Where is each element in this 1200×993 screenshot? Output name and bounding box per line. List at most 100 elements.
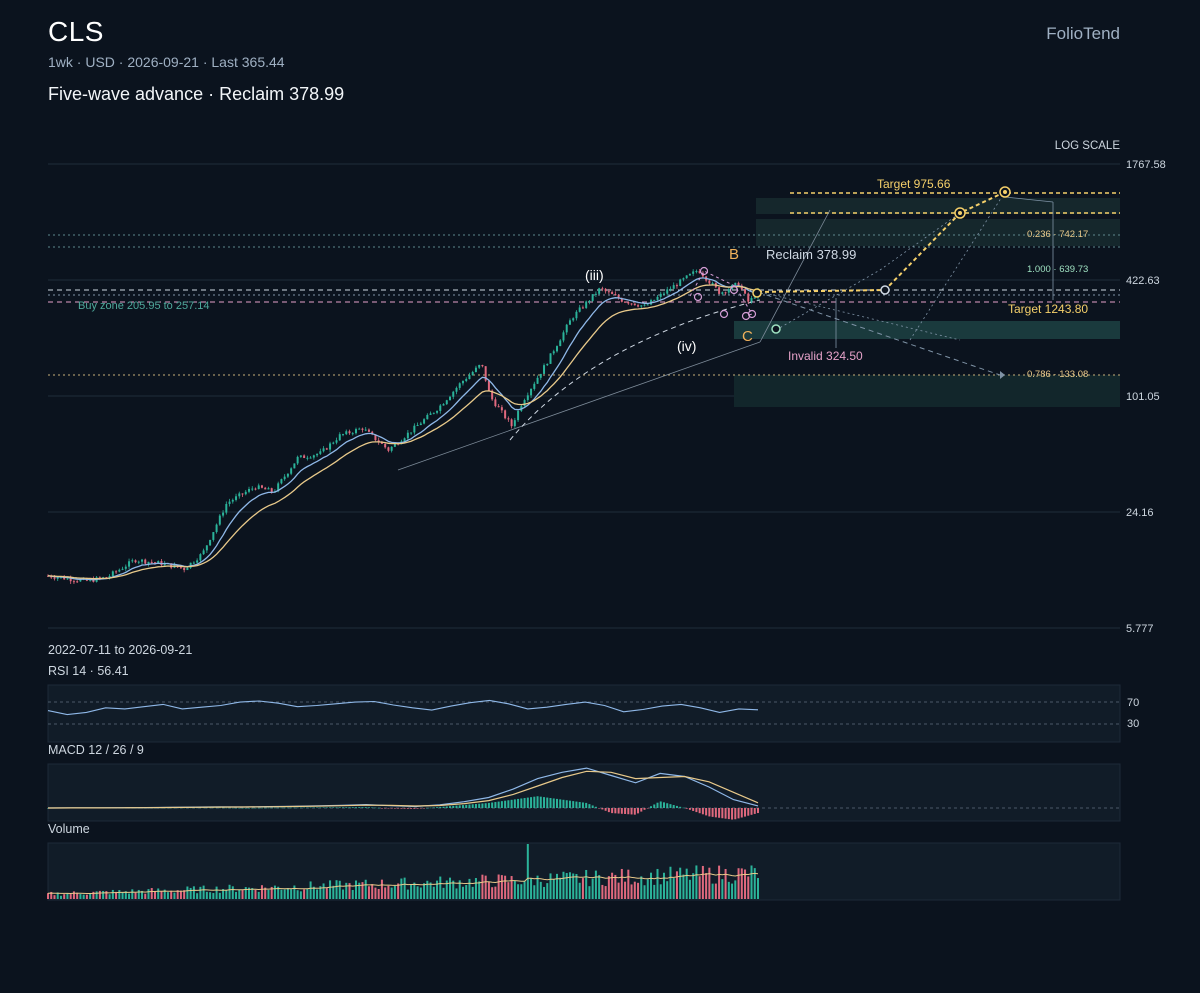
candle-body xyxy=(345,431,348,435)
volume-bar xyxy=(380,879,383,899)
volume-bar xyxy=(471,886,474,899)
volume-bar xyxy=(179,890,182,899)
candle-body xyxy=(627,302,630,304)
candle-body xyxy=(478,364,481,368)
macd-hist-bar xyxy=(491,802,494,808)
macd-hist-bar xyxy=(724,808,727,819)
candle-body xyxy=(212,532,215,540)
macd-hist-bar xyxy=(338,807,341,808)
volume-bar xyxy=(500,875,503,899)
macd-hist-bar xyxy=(500,801,503,808)
macd-hist-bar xyxy=(429,807,432,809)
bear-arrowhead xyxy=(1000,371,1005,379)
chart-meta: 1wk · USD · 2026-09-21 · Last 365.44 xyxy=(48,54,285,70)
candle-body xyxy=(196,560,199,563)
rsi-panel[interactable] xyxy=(47,684,1121,743)
volume-bar xyxy=(452,880,455,899)
candle-body xyxy=(299,455,302,457)
volume-bar xyxy=(484,875,487,899)
volume-bar xyxy=(319,886,322,899)
macd-hist-bar xyxy=(296,807,299,809)
volume-bar xyxy=(309,881,312,899)
volume-bar xyxy=(85,894,88,899)
candle-body xyxy=(66,578,69,580)
volume-bar xyxy=(46,893,50,899)
macd-hist-bar xyxy=(688,808,691,810)
candle-body xyxy=(429,413,432,415)
volume-bar xyxy=(714,883,717,899)
macd-hist-bar xyxy=(740,808,743,818)
macd-hist-bar xyxy=(630,808,633,815)
ma-slow-line xyxy=(47,284,759,580)
volume-panel[interactable] xyxy=(47,842,1121,901)
macd-hist-bar xyxy=(371,807,374,808)
macd-hist-bar xyxy=(591,805,594,808)
volume-bar xyxy=(98,890,101,899)
volume-bar xyxy=(653,884,656,899)
volume-bar xyxy=(244,887,247,899)
invalid-zone-box xyxy=(734,321,1120,339)
y-axis-ticks: 1767.58 422.63 101.05 24.16 5.777 xyxy=(1126,159,1166,635)
macd-hist-bar xyxy=(436,807,439,808)
wave-label-iii: (iii) xyxy=(585,267,604,283)
candle-body xyxy=(581,307,584,309)
macd-hist-bar xyxy=(361,807,364,808)
macd-hist-bar xyxy=(701,808,704,815)
candle-body xyxy=(727,289,730,293)
candle-body xyxy=(575,311,578,319)
candle-body xyxy=(329,443,332,450)
volume-bar xyxy=(134,892,137,899)
macd-hist-bar xyxy=(546,797,549,808)
volume-bar xyxy=(539,881,542,899)
macd-hist-bar xyxy=(494,802,497,808)
candle-body xyxy=(555,346,558,352)
candle-body xyxy=(737,282,740,286)
volume-bar xyxy=(299,891,302,899)
macd-hist-bar xyxy=(533,796,536,808)
candle-body xyxy=(319,451,322,454)
candle-body xyxy=(231,499,234,502)
candle-body xyxy=(354,429,357,434)
macd-hist-bar xyxy=(264,807,267,809)
candle-body xyxy=(153,562,156,564)
macd-hist-bar xyxy=(458,805,461,808)
candle-body xyxy=(500,407,503,411)
volume-bar xyxy=(675,871,678,899)
candle-body xyxy=(218,515,221,525)
candle-body xyxy=(471,371,474,376)
target-zone-box xyxy=(756,198,1120,214)
macd-hist-bar xyxy=(568,800,571,808)
macd-hist-bar xyxy=(633,808,636,815)
macd-panel[interactable] xyxy=(47,763,1121,822)
candle-body xyxy=(338,434,341,441)
candle-body xyxy=(141,559,144,562)
candle-body xyxy=(157,561,160,563)
candle-body xyxy=(474,367,477,372)
macd-hist-bar xyxy=(555,798,558,808)
candle-body xyxy=(179,567,182,569)
candle-body xyxy=(724,292,727,294)
volume-bar xyxy=(63,894,66,899)
volume-bar xyxy=(672,878,675,899)
volume-bar xyxy=(144,893,147,899)
volume-bar xyxy=(384,887,387,899)
volume-bar xyxy=(312,886,315,899)
macd-hist-bar xyxy=(335,807,338,808)
volume-bar xyxy=(530,878,533,899)
macd-hist-bar xyxy=(251,807,254,809)
candle-body xyxy=(387,447,390,451)
volume-bar xyxy=(458,880,461,899)
volume-bar xyxy=(575,874,578,899)
volume-bar xyxy=(461,886,464,899)
volume-bar xyxy=(620,868,623,899)
macd-hist-bar xyxy=(248,807,251,809)
macd-hist-bar xyxy=(312,807,315,809)
volume-bar xyxy=(727,881,730,899)
volume-bar xyxy=(497,874,500,899)
candle-body xyxy=(264,487,267,490)
volume-bar xyxy=(555,873,558,899)
macd-hist-bar xyxy=(299,807,302,809)
macd-hist-bar xyxy=(445,806,448,808)
macd-hist-bar xyxy=(212,807,215,809)
